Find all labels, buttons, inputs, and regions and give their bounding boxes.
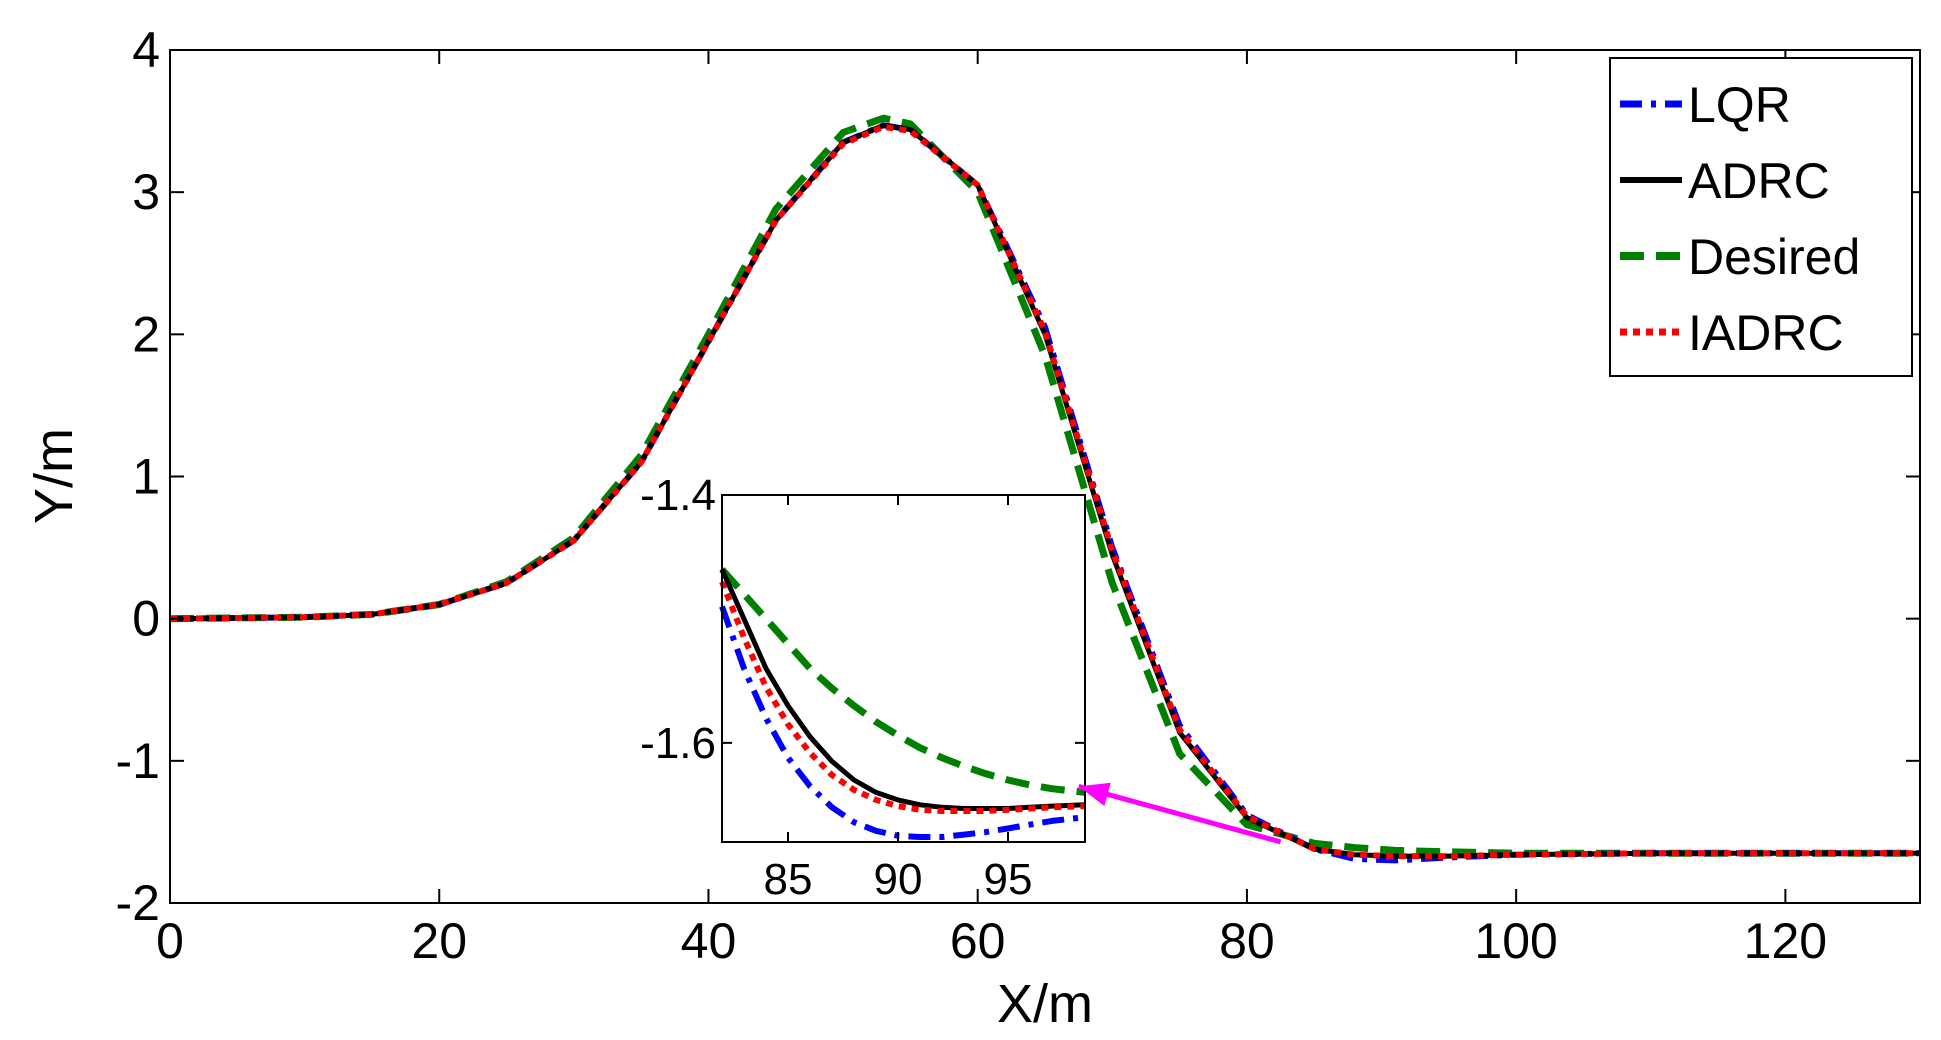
inset-plot: 85 90 95 -1.4 -1.6 bbox=[640, 471, 1086, 904]
inset-x-tick-label: 95 bbox=[984, 855, 1033, 904]
inset-axis-ticks bbox=[722, 494, 1085, 842]
arrow-head bbox=[1078, 782, 1111, 806]
x-axis-label: X/m bbox=[997, 974, 1093, 1034]
legend-label-iadrc: IADRC bbox=[1688, 305, 1844, 361]
y-tick-label: 1 bbox=[132, 449, 160, 505]
main-plot-lines bbox=[169, 114, 1920, 864]
inset-axis-tick-labels: 85 90 95 -1.4 -1.6 bbox=[640, 471, 1032, 904]
main-axis-tick-labels: 0 20 40 60 80 100 120 -2 -1 0 1 2 3 4 bbox=[116, 22, 1828, 969]
inset-y-tick-label: -1.4 bbox=[640, 471, 716, 520]
x-tick-label: 120 bbox=[1744, 913, 1827, 969]
x-tick-label: 60 bbox=[950, 913, 1006, 969]
x-tick-label: 20 bbox=[411, 913, 467, 969]
zoom-arrow bbox=[1077, 782, 1282, 845]
y-tick-label: 2 bbox=[132, 306, 160, 362]
y-tick-label: 0 bbox=[132, 591, 160, 647]
y-axis-label: Y/m bbox=[24, 428, 84, 524]
legend-box bbox=[1609, 57, 1913, 377]
y-tick-label: -1 bbox=[116, 733, 160, 789]
y-tick-label: 3 bbox=[132, 164, 160, 220]
arrow-shaft bbox=[1077, 784, 1282, 845]
legend-label-lqr: LQR bbox=[1688, 77, 1791, 133]
inset-series-line-desired bbox=[719, 567, 1086, 796]
inset-x-tick-label: 85 bbox=[764, 855, 813, 904]
legend-label-adrc: ADRC bbox=[1688, 153, 1830, 209]
y-tick-label: 4 bbox=[132, 22, 160, 78]
series-line-iadrc bbox=[169, 123, 1920, 860]
inset-x-tick-label: 90 bbox=[874, 855, 923, 904]
inset-y-tick-label: -1.6 bbox=[640, 719, 716, 768]
main-axis-ticks bbox=[169, 49, 1920, 904]
y-tick-label: -2 bbox=[116, 875, 160, 931]
legend: LQR ADRC Desired IADRC bbox=[1609, 57, 1913, 377]
x-tick-label: 40 bbox=[681, 913, 737, 969]
x-tick-label: 80 bbox=[1219, 913, 1275, 969]
inset-background bbox=[722, 495, 1085, 842]
inset-frame bbox=[721, 494, 1086, 843]
legend-label-desired: Desired bbox=[1688, 229, 1860, 285]
x-tick-label: 0 bbox=[156, 913, 184, 969]
x-tick-label: 100 bbox=[1474, 913, 1557, 969]
